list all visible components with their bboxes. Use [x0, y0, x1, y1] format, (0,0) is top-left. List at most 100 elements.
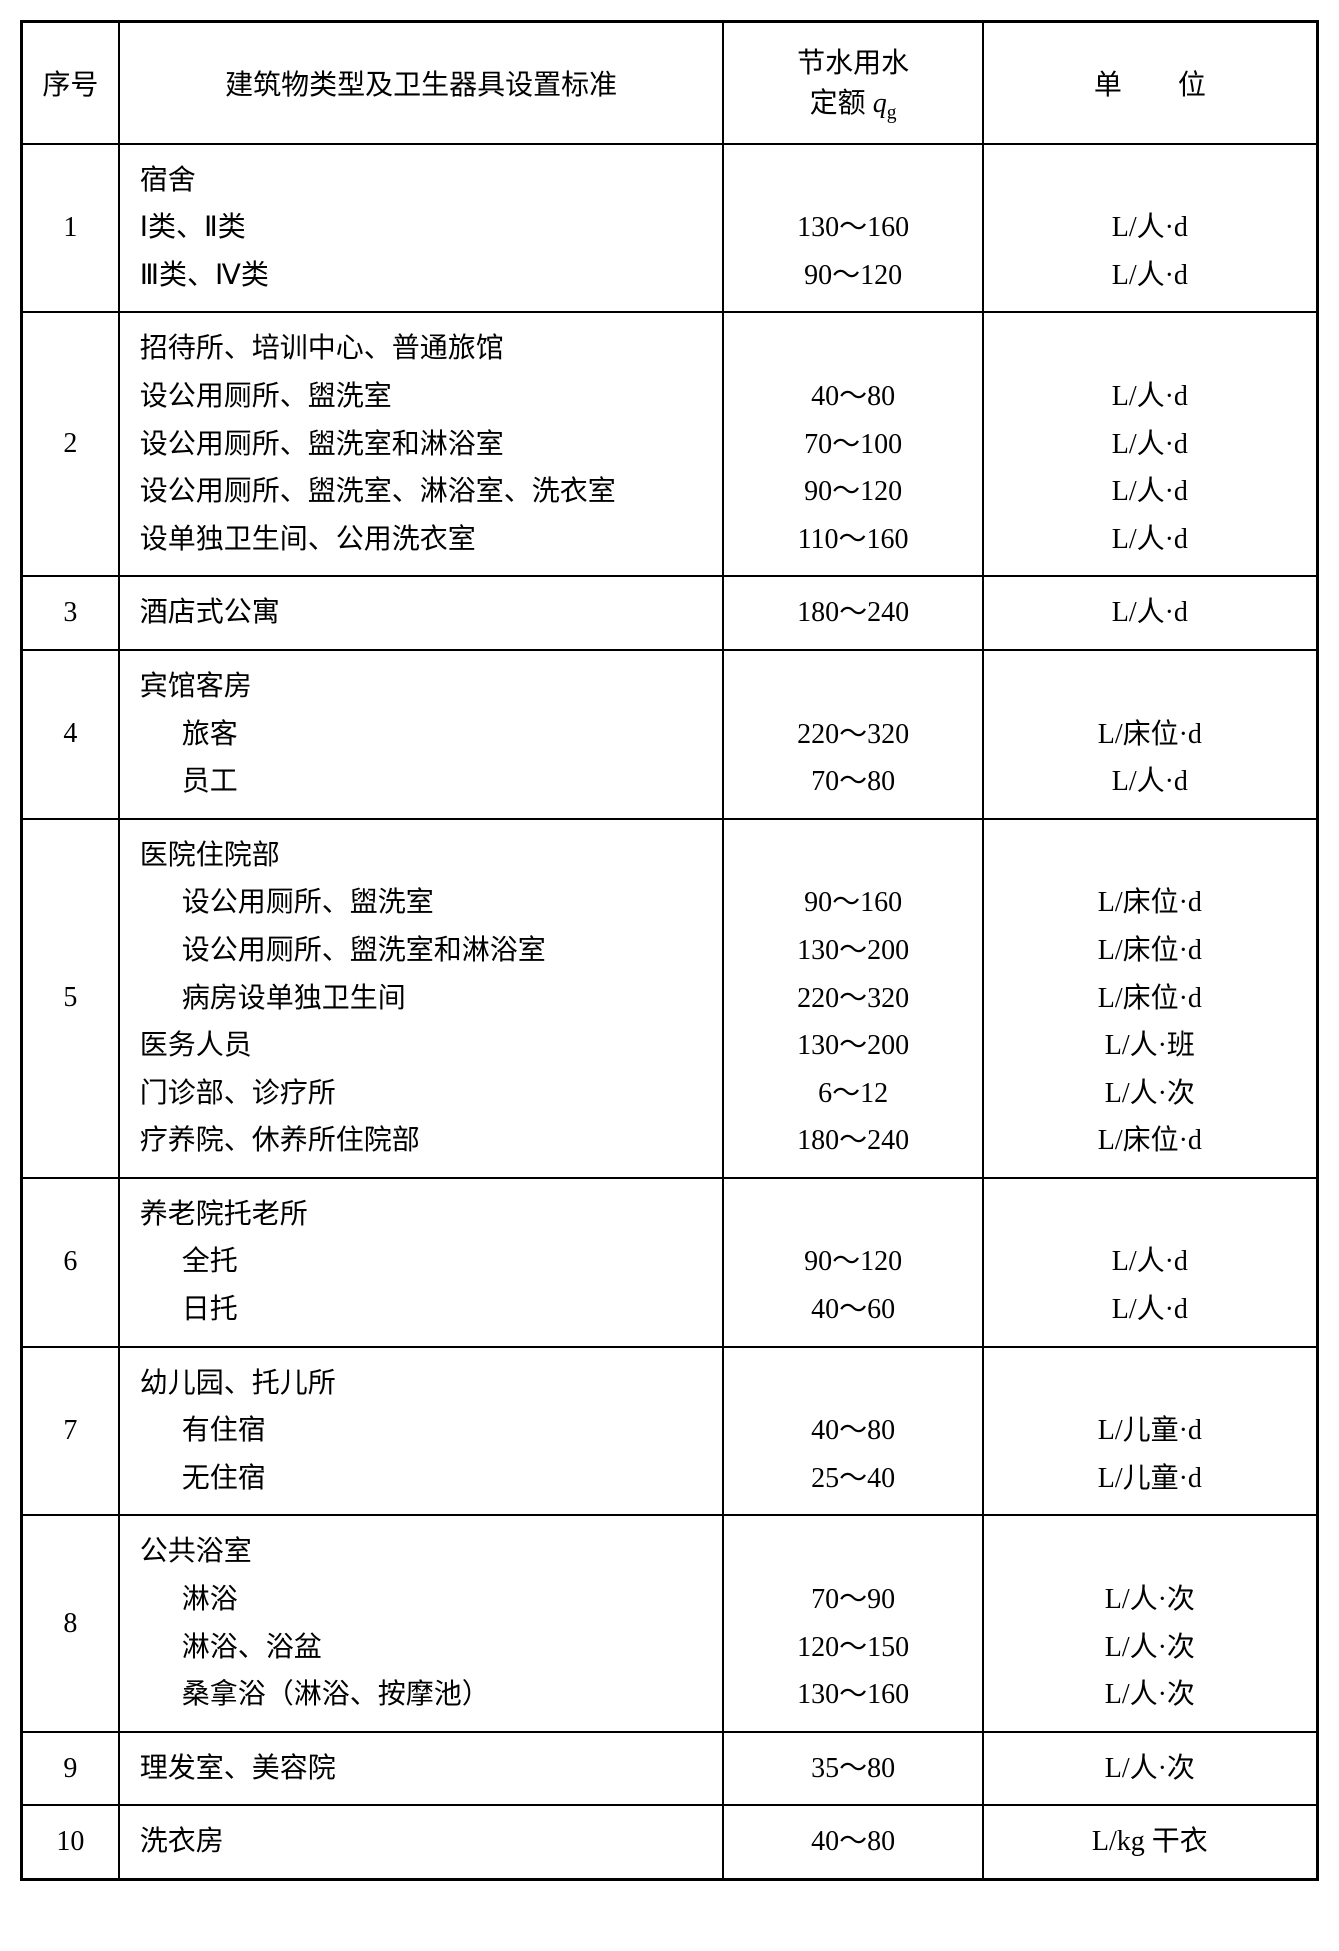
- header-unit-prefix: 单: [1094, 70, 1178, 101]
- header-unit-suffix: 位: [1178, 70, 1206, 101]
- cell-seq: 5: [22, 819, 119, 1178]
- quota-line: 110～160: [734, 516, 971, 564]
- quota-line: 180～240: [734, 1117, 971, 1165]
- unit-line: L/人·d: [994, 758, 1306, 806]
- desc-line: 公共浴室: [140, 1528, 713, 1576]
- unit-line: L/人·d: [994, 589, 1306, 637]
- cell-seq: 9: [22, 1732, 119, 1806]
- unit-line: L/人·d: [994, 1286, 1306, 1334]
- cell-desc: 酒店式公寓: [119, 576, 724, 650]
- desc-line: 门诊部、诊疗所: [140, 1070, 713, 1118]
- cell-seq: 8: [22, 1515, 119, 1731]
- cell-seq: 4: [22, 650, 119, 819]
- quota-line: 130～160: [734, 1671, 971, 1719]
- desc-line: 医务人员: [140, 1022, 713, 1070]
- table-row: 4宾馆客房旅客员工 220～32070～80 L/床位·dL/人·d: [22, 650, 1318, 819]
- unit-line: L/儿童·d: [994, 1455, 1306, 1503]
- desc-line: 设公用厕所、盥洗室、淋浴室、洗衣室: [140, 468, 713, 516]
- desc-line: 设单独卫生间、公用洗衣室: [140, 516, 713, 564]
- unit-line: L/人·次: [994, 1624, 1306, 1672]
- table-row: 5医院住院部设公用厕所、盥洗室设公用厕所、盥洗室和淋浴室病房设单独卫生间医务人员…: [22, 819, 1318, 1178]
- quota-line: 220～320: [734, 975, 971, 1023]
- desc-line: Ⅲ类、Ⅳ类: [140, 252, 713, 300]
- unit-line: [994, 832, 1306, 880]
- unit-line: L/人·d: [994, 1238, 1306, 1286]
- quota-line: 90～120: [734, 468, 971, 516]
- quota-line: 40～80: [734, 1407, 971, 1455]
- cell-desc: 招待所、培训中心、普通旅馆设公用厕所、盥洗室设公用厕所、盥洗室和淋浴室设公用厕所…: [119, 312, 724, 576]
- cell-seq: 10: [22, 1805, 119, 1879]
- desc-line: 洗衣房: [140, 1818, 713, 1866]
- unit-line: [994, 1191, 1306, 1239]
- unit-line: L/床位·d: [994, 879, 1306, 927]
- cell-desc: 养老院托老所全托日托: [119, 1178, 724, 1347]
- cell-unit: L/人·dL/人·d: [983, 1178, 1318, 1347]
- quota-line: [734, 325, 971, 373]
- quota-line: 70～80: [734, 758, 971, 806]
- unit-line: L/kg 干衣: [994, 1818, 1306, 1866]
- desc-line: 病房设单独卫生间: [140, 975, 713, 1023]
- quota-line: [734, 832, 971, 880]
- cell-desc: 宾馆客房旅客员工: [119, 650, 724, 819]
- table-row: 10 洗衣房 40～80 L/kg 干衣: [22, 1805, 1318, 1879]
- desc-line: 全托: [140, 1238, 713, 1286]
- header-quota-line2-prefix: 定额: [810, 88, 873, 119]
- cell-seq: 3: [22, 576, 119, 650]
- table-row: 6养老院托老所全托日托 90～12040～60 L/人·dL/人·d: [22, 1178, 1318, 1347]
- desc-line: 宾馆客房: [140, 663, 713, 711]
- desc-line: 桑拿浴（淋浴、按摩池）: [140, 1671, 713, 1719]
- table-row: 7幼儿园、托儿所有住宿无住宿 40～8025～40 L/儿童·dL/儿童·d: [22, 1347, 1318, 1516]
- desc-line: Ⅰ类、Ⅱ类: [140, 204, 713, 252]
- desc-line: 招待所、培训中心、普通旅馆: [140, 325, 713, 373]
- cell-unit: L/人·次: [983, 1732, 1318, 1806]
- cell-desc: 医院住院部设公用厕所、盥洗室设公用厕所、盥洗室和淋浴室病房设单独卫生间医务人员门…: [119, 819, 724, 1178]
- quota-line: 40～80: [734, 1818, 971, 1866]
- unit-line: L/人·d: [994, 516, 1306, 564]
- unit-line: [994, 157, 1306, 205]
- cell-desc: 公共浴室淋浴淋浴、浴盆桑拿浴（淋浴、按摩池）: [119, 1515, 724, 1731]
- header-quota: 节水用水 定额 qg: [723, 22, 982, 144]
- desc-line: 疗养院、休养所住院部: [140, 1117, 713, 1165]
- cell-unit: L/人·d: [983, 576, 1318, 650]
- cell-unit: L/人·dL/人·dL/人·dL/人·d: [983, 312, 1318, 576]
- unit-line: [994, 1528, 1306, 1576]
- unit-line: L/床位·d: [994, 927, 1306, 975]
- unit-line: [994, 325, 1306, 373]
- cell-quota: 35～80: [723, 1732, 982, 1806]
- cell-unit: L/床位·dL/人·d: [983, 650, 1318, 819]
- desc-line: 员工: [140, 758, 713, 806]
- quota-line: 90～160: [734, 879, 971, 927]
- header-unit: 单位: [983, 22, 1318, 144]
- desc-line: 设公用厕所、盥洗室: [140, 373, 713, 421]
- header-seq: 序号: [22, 22, 119, 144]
- quota-line: 180～240: [734, 589, 971, 637]
- cell-unit: L/儿童·dL/儿童·d: [983, 1347, 1318, 1516]
- cell-quota: 40～8025～40: [723, 1347, 982, 1516]
- unit-line: L/人·d: [994, 204, 1306, 252]
- quota-line: [734, 1528, 971, 1576]
- cell-quota: 90～160130～200220～320130～2006～12180～240: [723, 819, 982, 1178]
- unit-line: L/人·次: [994, 1070, 1306, 1118]
- cell-unit: L/人·dL/人·d: [983, 144, 1318, 313]
- table-row: 9理发室、美容院35～80L/人·次: [22, 1732, 1318, 1806]
- quota-line: 130～200: [734, 927, 971, 975]
- quota-line: 70～90: [734, 1576, 971, 1624]
- quota-line: 40～80: [734, 373, 971, 421]
- quota-line: [734, 157, 971, 205]
- unit-line: [994, 1360, 1306, 1408]
- cell-unit: L/kg 干衣: [983, 1805, 1318, 1879]
- quota-line: 90～120: [734, 1238, 971, 1286]
- quota-line: 130～160: [734, 204, 971, 252]
- cell-quota: 180～240: [723, 576, 982, 650]
- unit-line: L/人·次: [994, 1671, 1306, 1719]
- desc-line: 幼儿园、托儿所: [140, 1360, 713, 1408]
- cell-unit: L/人·次L/人·次L/人·次: [983, 1515, 1318, 1731]
- unit-line: L/床位·d: [994, 975, 1306, 1023]
- desc-line: 宿舍: [140, 157, 713, 205]
- quota-line: 120～150: [734, 1624, 971, 1672]
- cell-quota: 90～12040～60: [723, 1178, 982, 1347]
- header-quota-line1: 节水用水: [797, 48, 909, 79]
- desc-line: 酒店式公寓: [140, 589, 713, 637]
- cell-seq: 7: [22, 1347, 119, 1516]
- quota-line: [734, 663, 971, 711]
